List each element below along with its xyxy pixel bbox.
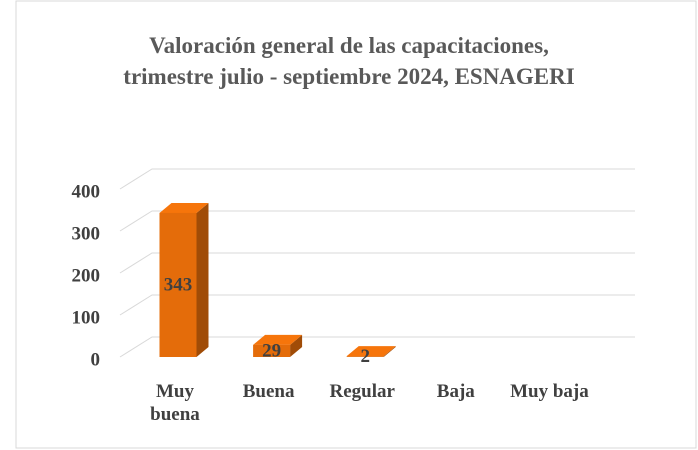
bar xyxy=(159,202,209,357)
data-label: 29 xyxy=(262,340,281,361)
bar xyxy=(346,346,396,357)
grid-line xyxy=(119,168,635,190)
grid-line xyxy=(119,210,635,232)
x-tick-label: Buena xyxy=(242,381,295,402)
y-tick-label: 100 xyxy=(72,307,101,328)
y-tick-label: 0 xyxy=(91,349,101,370)
x-tick-label: Muy baja xyxy=(510,381,589,402)
y-tick-label: 300 xyxy=(72,223,101,244)
bar-top xyxy=(159,202,209,213)
bar-side xyxy=(196,202,209,357)
y-tick-label: 400 xyxy=(72,181,101,202)
grid-line xyxy=(119,294,635,316)
chart-title: Valoración general de las capacitaciones… xyxy=(123,33,575,89)
grid-line xyxy=(119,252,635,274)
y-tick-label: 200 xyxy=(72,265,101,286)
bar-side xyxy=(290,334,303,357)
bar-side xyxy=(383,346,396,357)
grid-line xyxy=(119,336,635,358)
x-tick-label: Regular xyxy=(329,381,395,402)
bar-front xyxy=(253,344,291,357)
x-tick-label: Muy buena xyxy=(150,381,200,425)
bar-top xyxy=(253,334,303,345)
bar-front xyxy=(346,356,384,357)
data-label: 343 xyxy=(164,274,193,295)
bar-top xyxy=(346,346,396,357)
data-label: 2 xyxy=(360,346,370,367)
bar-front xyxy=(159,212,197,357)
chart-border xyxy=(15,0,697,449)
x-tick-label: Baja xyxy=(436,381,475,402)
bar xyxy=(253,334,303,357)
